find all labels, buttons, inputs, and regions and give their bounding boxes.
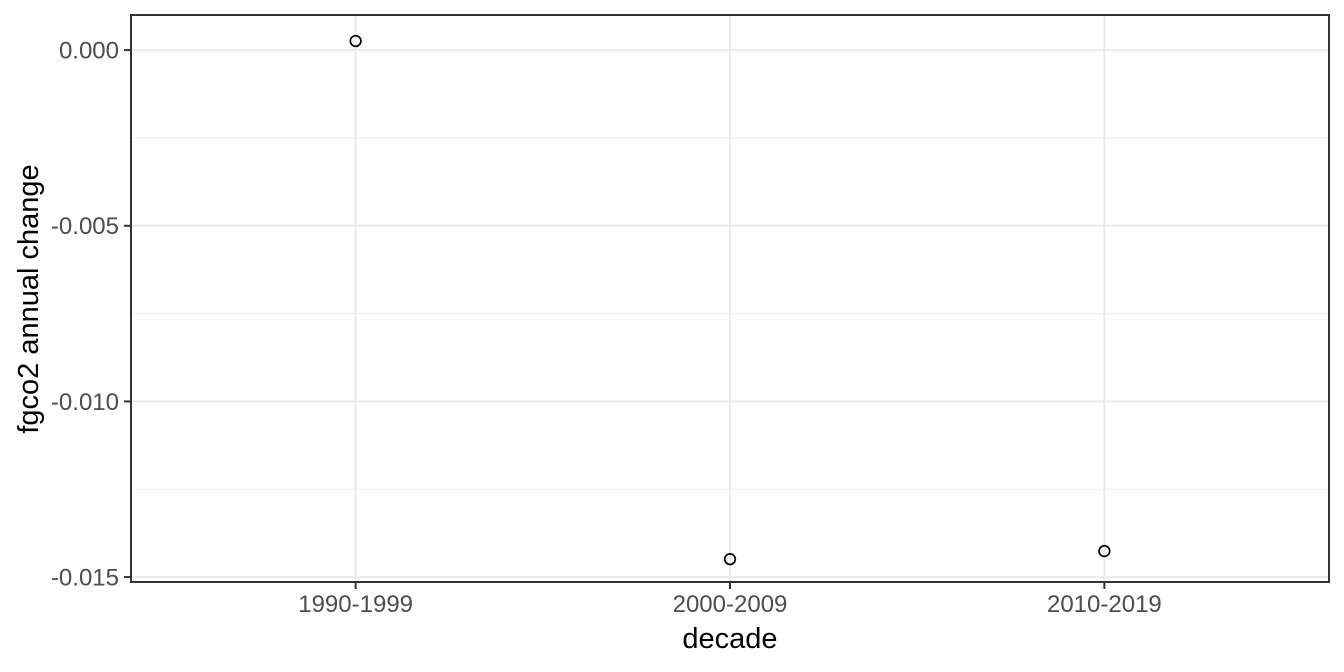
data-point — [1098, 544, 1111, 558]
x-axis-title: decade — [682, 623, 777, 655]
chart-generated-layer: 0.000 -0.005 -0.010 -0.015 1990-1999 2000-200… — [51, 14, 1330, 618]
y-axis-tick-label: -0.005 — [51, 213, 119, 240]
x-axis-tick-label: 1990-1999 — [298, 591, 413, 618]
y-axis-tick-label: 0.000 — [59, 38, 119, 65]
y-axis-tick-label: -0.015 — [51, 564, 119, 591]
y-axis-tick-label: -0.010 — [51, 389, 119, 416]
data-point — [349, 34, 362, 48]
data-point — [723, 553, 737, 566]
x-axis-tick-label: 2010-2019 — [1047, 591, 1162, 618]
x-axis-tick-label: 2000-2009 — [673, 591, 788, 618]
y-axis-title: fgco2 annual change — [13, 164, 45, 433]
